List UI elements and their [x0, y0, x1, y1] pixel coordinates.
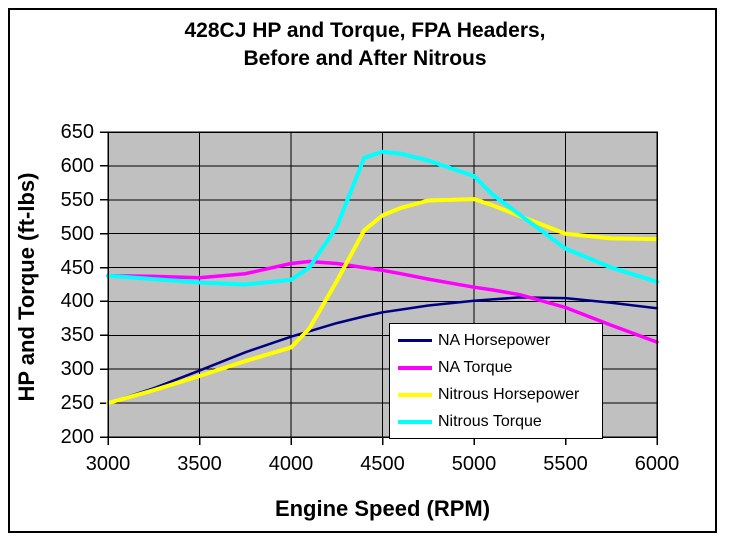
- y-tick-label: 600: [60, 154, 94, 177]
- x-tick-label: 3500: [177, 453, 222, 475]
- chart-title-line2: Before and After Nitrous: [243, 47, 487, 70]
- x-tick-label: 6000: [634, 453, 680, 475]
- y-tick-label: 300: [60, 358, 94, 381]
- y-tick-label: 550: [60, 188, 94, 211]
- x-axis-title: Engine Speed (RPM): [274, 496, 491, 521]
- y-tick-label: 350: [60, 324, 94, 347]
- legend-swatch-nitrous-horsepower: [398, 392, 432, 397]
- chart-title: 428CJ HP and Torque, FPA Headers, Before…: [0, 17, 730, 73]
- y-tick-label: 250: [60, 392, 94, 415]
- x-tick-label: 3000: [85, 453, 131, 475]
- series-line: [106, 149, 659, 287]
- legend-item: Nitrous Torque: [398, 413, 602, 431]
- legend-item: Nitrous Horsepower: [398, 386, 602, 404]
- legend-label: NA Horsepower: [438, 331, 551, 349]
- y-tick-label: 400: [60, 290, 94, 313]
- legend-swatch-na-torque: [398, 365, 432, 370]
- x-tick-label: 4500: [360, 453, 405, 475]
- legend: NA Horsepower NA Torque Nitrous Horsepow…: [389, 323, 603, 439]
- series-line: [106, 259, 659, 344]
- legend-item: NA Torque: [398, 359, 602, 377]
- y-tick-label: 200: [60, 426, 94, 448]
- y-tick-label: 500: [60, 222, 94, 245]
- y-tick-label: 650: [60, 121, 94, 143]
- x-tick-label: 4000: [268, 453, 314, 475]
- legend-item: NA Horsepower: [398, 332, 602, 350]
- chart-title-line1: 428CJ HP and Torque, FPA Headers,: [184, 19, 546, 42]
- legend-swatch-na-horsepower: [398, 339, 432, 342]
- legend-label: Nitrous Horsepower: [438, 385, 580, 403]
- legend-label: NA Torque: [438, 358, 513, 376]
- x-tick-label: 5000: [451, 453, 497, 475]
- legend-swatch-nitrous-torque: [398, 419, 432, 424]
- x-tick-label: 5500: [543, 453, 588, 475]
- series-line: [106, 197, 659, 406]
- plot-border: [107, 131, 658, 438]
- legend-label: Nitrous Torque: [438, 412, 542, 430]
- y-tick-label: 450: [60, 256, 94, 279]
